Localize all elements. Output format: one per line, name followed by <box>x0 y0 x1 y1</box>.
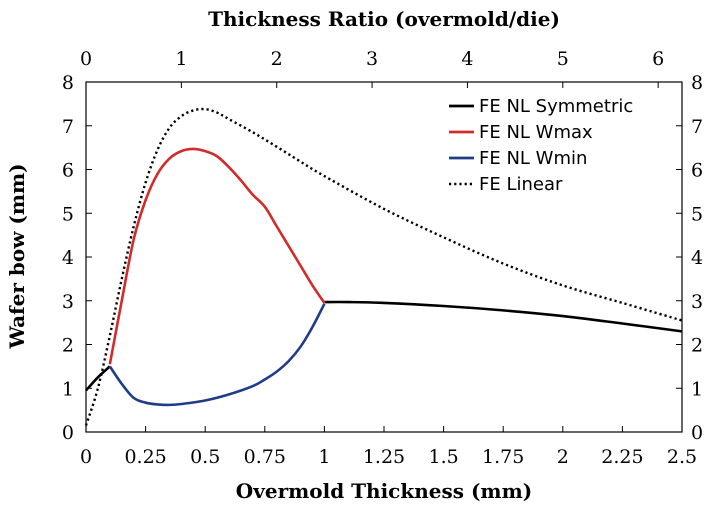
y-right-tick-label: 1 <box>691 378 703 400</box>
x-tick-label: 0.75 <box>244 446 286 468</box>
y-right-tick-label: 6 <box>691 160 703 182</box>
top-tick-label: 4 <box>461 48 473 70</box>
top-tick-label: 2 <box>271 48 283 70</box>
top-tick-label: 1 <box>175 48 187 70</box>
y-right-tick-label: 4 <box>691 247 703 269</box>
y-tick-label: 5 <box>62 203 74 225</box>
top-tick-label: 3 <box>366 48 378 70</box>
y-right-tick-label: 5 <box>691 203 703 225</box>
y-tick-label: 4 <box>62 247 74 269</box>
legend-label: FE Linear <box>479 174 563 195</box>
y-right-tick-label: 0 <box>691 422 703 444</box>
x-tick-label: 1.75 <box>482 446 524 468</box>
plot-frame <box>85 81 683 433</box>
x-tick-label: 1 <box>318 446 330 468</box>
top-tick-label: 6 <box>652 48 664 70</box>
tick-layer: 0 0.25 0.5 0.75 1 1.25 1.5 1.75 2 2.25 2.50 01 12 23 3… <box>62 48 703 468</box>
y-right-tick-label: 3 <box>691 291 703 313</box>
y-right-tick-label: 8 <box>691 72 703 94</box>
series-line-3 <box>108 303 326 407</box>
x-tick-label: 2.5 <box>667 446 697 468</box>
x-tick-label: 1.25 <box>363 446 405 468</box>
y-tick-label: 3 <box>62 291 74 313</box>
x-tick-label: 0.5 <box>190 446 220 468</box>
top-axis-title: Thickness Ratio (overmold/die) <box>208 7 560 31</box>
series-line-1 <box>324 300 683 333</box>
x-tick-label: 0 <box>80 446 92 468</box>
legend-label: FE NL Symmetric <box>479 96 633 117</box>
series-layer <box>84 107 683 426</box>
y-tick-label: 8 <box>62 72 74 94</box>
top-tick-label: 0 <box>80 48 92 70</box>
y-tick-label: 7 <box>62 116 74 138</box>
x-axis-title: Overmold Thickness (mm) <box>236 479 532 503</box>
x-tick-label: 1.5 <box>428 446 458 468</box>
y-tick-label: 2 <box>62 335 74 357</box>
x-tick-label: 2.25 <box>601 446 643 468</box>
x-tick-label: 2 <box>557 446 569 468</box>
y-tick-label: 1 <box>62 378 74 400</box>
legend-label: FE NL Wmin <box>479 148 587 169</box>
y-right-tick-label: 7 <box>691 116 703 138</box>
legend: FE NL Symmetric FE NL Wmax FE NL Wmin FE Li… <box>449 96 633 195</box>
top-tick-label: 5 <box>557 48 569 70</box>
series-line-2 <box>108 147 326 365</box>
x-tick-label: 0.25 <box>124 446 166 468</box>
y-tick-label: 0 <box>62 422 74 444</box>
legend-label: FE NL Wmax <box>479 122 593 143</box>
series-line-4 <box>84 107 683 426</box>
y-right-tick-label: 2 <box>691 335 703 357</box>
series-line-0 <box>85 365 111 392</box>
y-axis-title: Wafer bow (mm) <box>5 163 29 349</box>
y-tick-label: 6 <box>62 160 74 182</box>
